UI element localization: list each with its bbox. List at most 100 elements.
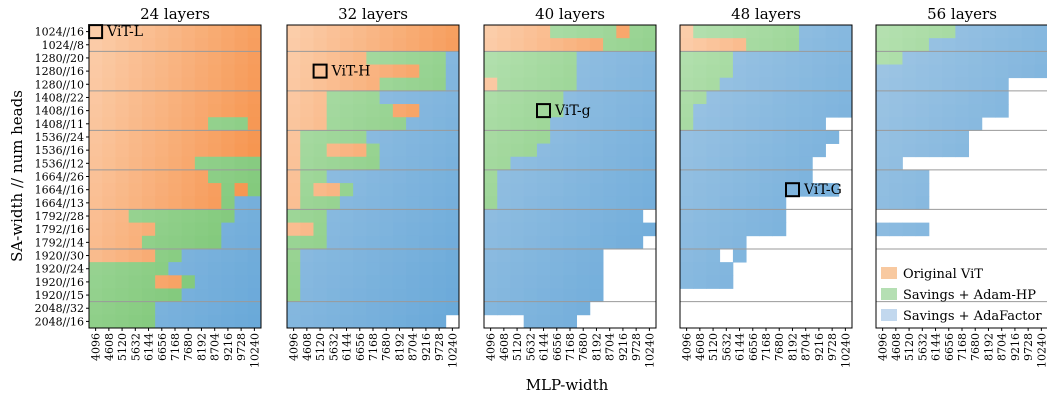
heatmap-cell — [221, 222, 235, 237]
heatmap-cell — [89, 235, 103, 250]
heatmap-cell — [719, 130, 734, 144]
heatmap-cell — [432, 248, 447, 263]
heatmap-cell — [326, 77, 341, 92]
heatmap-cell — [392, 104, 407, 118]
heatmap-cell — [576, 262, 591, 276]
heatmap-cell — [89, 275, 103, 289]
heatmap-cell — [194, 183, 209, 197]
heatmap-cell — [550, 183, 564, 197]
heatmap-cell — [563, 183, 578, 197]
heatmap-cell — [208, 183, 222, 197]
heatmap-cell — [523, 235, 538, 250]
heatmap-cell — [445, 275, 460, 289]
heatmap-cell — [510, 64, 525, 79]
heatmap-cell — [432, 301, 447, 316]
x-tick-label: 9216 — [617, 333, 630, 361]
heatmap-cell — [379, 275, 394, 289]
heatmap-cell — [287, 90, 301, 105]
heatmap-cell — [141, 235, 156, 250]
heatmap-cell — [772, 104, 787, 118]
heatmap-cell — [995, 25, 1009, 39]
heatmap-cell — [353, 183, 367, 197]
heatmap-cell — [234, 156, 249, 171]
heatmap-cell — [313, 130, 328, 144]
x-tick-label: 8192 — [591, 333, 604, 361]
heatmap-cell — [392, 301, 407, 316]
heatmap-cell — [102, 314, 116, 329]
legend-label: Original ViT — [903, 267, 983, 282]
heatmap-cell — [981, 64, 996, 79]
heatmap-cell — [968, 25, 983, 39]
heatmap-cell — [693, 143, 707, 158]
heatmap-cell — [732, 143, 747, 158]
heatmap-cell — [181, 314, 196, 329]
heatmap-cell — [221, 169, 235, 184]
heatmap-cell — [785, 143, 800, 158]
heatmap-cell — [603, 130, 617, 144]
heatmap-cell — [115, 248, 130, 263]
heatmap-cell — [523, 262, 538, 276]
heatmap-cell — [194, 222, 209, 237]
heatmap-cell — [838, 51, 853, 65]
legend-label: Savings + AdaFactor — [903, 309, 1042, 324]
heatmap-cell — [102, 183, 116, 197]
heatmap-cell — [746, 169, 760, 184]
heatmap-cell — [247, 275, 262, 289]
heatmap-cell — [902, 196, 917, 210]
x-tick-label: 7680 — [969, 333, 982, 361]
heatmap-cell — [141, 25, 156, 39]
heatmap-cell — [915, 196, 930, 210]
heatmap-cell — [497, 90, 511, 105]
x-tick-label: 5632 — [129, 333, 142, 361]
heatmap-cell — [379, 169, 394, 184]
y-tick-label: 1280//20 — [35, 52, 84, 65]
legend-swatch — [881, 288, 897, 300]
heatmap-cell — [432, 183, 447, 197]
heatmap-cell — [746, 25, 760, 39]
x-tick-label: 8192 — [394, 333, 407, 361]
panel-title: 48 layers — [731, 5, 801, 23]
heatmap-cell — [287, 169, 301, 184]
heatmap-cell — [194, 314, 209, 329]
heatmap-cell — [300, 77, 314, 92]
heatmap-cell — [445, 301, 460, 316]
heatmap-cell — [432, 262, 447, 276]
heatmap-cell — [629, 143, 644, 158]
heatmap-cell — [484, 235, 498, 250]
heatmap-cell — [799, 104, 813, 118]
heatmap-cell — [536, 209, 551, 223]
heatmap-cell — [300, 156, 314, 171]
heatmap-cell — [772, 90, 787, 105]
heatmap-cell — [406, 196, 420, 210]
heatmap-cell — [693, 183, 707, 197]
annotation-label: ViT-g — [554, 103, 591, 119]
heatmap-cell — [141, 183, 156, 197]
heatmap-cell — [406, 143, 420, 158]
heatmap-cell — [536, 196, 551, 210]
heatmap-cell — [719, 90, 734, 105]
heatmap-cell — [719, 222, 734, 237]
heatmap-cell — [902, 104, 917, 118]
heatmap-cell — [497, 169, 511, 184]
heatmap-cell — [732, 77, 747, 92]
heatmap-cell — [155, 38, 169, 52]
legend-swatch — [881, 267, 897, 279]
y-tick-label: 1408//16 — [35, 105, 84, 118]
heatmap-cell — [642, 156, 657, 171]
heatmap-cell — [234, 77, 249, 92]
heatmap-cell — [141, 104, 156, 118]
heatmap-cell — [379, 143, 394, 158]
heatmap-cell — [181, 104, 196, 118]
y-tick-label: 1280//16 — [35, 65, 84, 78]
heatmap-cell — [194, 143, 209, 158]
heatmap-cell — [876, 183, 890, 197]
heatmap-cell — [339, 222, 354, 237]
heatmap-cell — [497, 117, 511, 131]
heatmap-cell — [366, 38, 381, 52]
heatmap-cell — [155, 288, 169, 303]
heatmap-cell — [287, 275, 301, 289]
heatmap-cell — [706, 169, 721, 184]
x-tick-label: 4096 — [90, 333, 103, 361]
heatmap-cell — [523, 196, 538, 210]
